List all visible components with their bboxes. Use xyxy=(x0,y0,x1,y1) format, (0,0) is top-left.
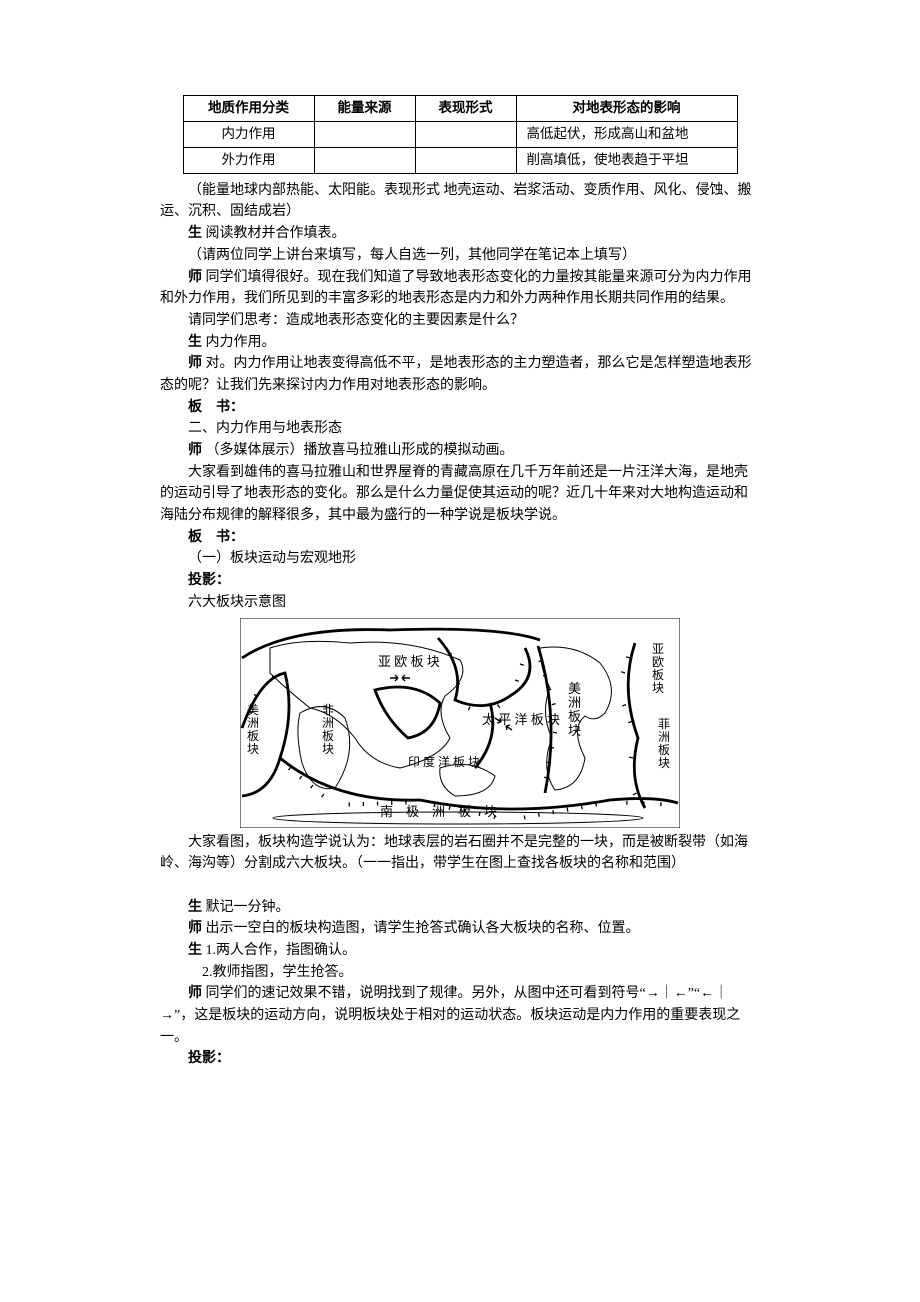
p-proj-text: 六大板块示意图 xyxy=(160,592,760,614)
th-energy: 能量来源 xyxy=(314,96,415,122)
cell: 外力作用 xyxy=(183,147,314,173)
geology-table: 地质作用分类 能量来源 表现形式 对地表形态的影响 内力作用 高低起伏，形成高山… xyxy=(183,95,738,174)
svg-text:板: 板 xyxy=(322,729,334,743)
p-teacher: 师 （多媒体展示）播放喜马拉雅山形成的模拟动画。 xyxy=(160,440,760,462)
plate-tectonics-figure: 亚 欧 板 块美洲板块亚欧板块太 平 洋 板 块菲洲板块非洲板块美洲板块印 度 … xyxy=(240,618,680,828)
label-teacher: 师 xyxy=(188,921,202,936)
p-teacher: 师 同学们填得很好。现在我们知道了导致地表形态变化的力量按其能量来源可分为内力作… xyxy=(160,267,760,310)
p-body: 2.教师指图，学生抢答。 xyxy=(160,962,760,984)
label-student: 生 xyxy=(188,900,202,915)
th-form: 表现形式 xyxy=(415,96,516,122)
svg-text:板: 板 xyxy=(568,709,581,724)
plate-map-svg: 亚 欧 板 块美洲板块亚欧板块太 平 洋 板 块菲洲板块非洲板块美洲板块印 度 … xyxy=(240,618,680,828)
p-note: （请两位同学上讲台来填写，每人自选一列，其他同学在笔记本上填写） xyxy=(160,245,760,267)
cell: 高低起伏，形成高山和盆地 xyxy=(516,121,737,147)
cell: 内力作用 xyxy=(183,121,314,147)
svg-text:美: 美 xyxy=(568,681,581,696)
p-teacher: 师 对。内力作用让地表变得高低不平，是地表形态的主力塑造者，那么它是怎样塑造地表… xyxy=(160,353,760,396)
label-teacher: 师 xyxy=(188,443,202,458)
svg-text:非: 非 xyxy=(322,703,334,717)
label-teacher: 师 xyxy=(188,356,202,371)
svg-text:美: 美 xyxy=(247,703,259,717)
cell xyxy=(314,121,415,147)
svg-text:亚: 亚 xyxy=(652,642,664,656)
table-row: 外力作用 削高填低，使地表趋于平坦 xyxy=(183,147,737,173)
svg-text:洲: 洲 xyxy=(247,716,259,730)
p-board-text: 二、内力作用与地表形态 xyxy=(160,418,760,440)
label-teacher: 师 xyxy=(188,270,202,285)
p-question: 请同学们思考：造成地表形态变化的主要因素是什么？ xyxy=(160,310,760,332)
table-row: 内力作用 高低起伏，形成高山和盆地 xyxy=(183,121,737,147)
p-after-fig: 大家看图，板块构造学说认为：地球表层的岩石圈并不是完整的一块，而是被断裂带（如海… xyxy=(160,832,760,875)
label-student: 生 xyxy=(188,335,202,350)
p-board-text: （一）板块运动与宏观地形 xyxy=(160,548,760,570)
table-annotation: （能量地球内部热能、太阳能。表现形式 地壳运动、岩浆活动、变质作用、风化、侵蚀、… xyxy=(160,180,760,223)
th-type: 地质作用分类 xyxy=(183,96,314,122)
p-student: 生 阅读教材并合作填表。 xyxy=(160,223,760,245)
svg-text:块: 块 xyxy=(247,742,259,756)
svg-text:块: 块 xyxy=(322,742,334,756)
p-student: 生 1.两人合作，指图确认。 xyxy=(160,940,760,962)
cell xyxy=(314,147,415,173)
label-student: 生 xyxy=(188,226,202,241)
svg-text:洲: 洲 xyxy=(658,730,670,744)
svg-text:欧: 欧 xyxy=(652,655,664,669)
label-teacher: 师 xyxy=(188,986,202,1001)
p-board-label: 板 书： xyxy=(160,527,760,549)
th-effect: 对地表形态的影响 xyxy=(516,96,737,122)
svg-text:板: 板 xyxy=(652,668,664,682)
svg-text:南 极 洲 板 块: 南 极 洲 板 块 xyxy=(380,804,497,819)
p-teacher: 师 同学们的速记效果不错，说明找到了规律。另外，从图中还可看到符号“→｜←”“←… xyxy=(160,983,760,1048)
label-projection: 投影： xyxy=(188,1051,230,1066)
p-student: 生 默记一分钟。 xyxy=(160,897,760,919)
svg-text:洲: 洲 xyxy=(322,716,334,730)
svg-text:块: 块 xyxy=(568,723,581,738)
svg-text:洲: 洲 xyxy=(568,695,581,710)
p-body: 大家看到雄伟的喜马拉雅山和世界屋脊的青藏高原在几千万年前还是一片汪洋大海，是地壳… xyxy=(160,462,760,527)
label-projection: 投影： xyxy=(188,573,230,588)
p-teacher: 师 出示一空白的板块构造图，请学生抢答式确认各大板块的名称、位置。 xyxy=(160,918,760,940)
svg-text:印 度 洋 板 块: 印 度 洋 板 块 xyxy=(408,754,480,769)
label-board: 板 书： xyxy=(188,400,244,415)
cell xyxy=(415,147,516,173)
p-proj-label: 投影： xyxy=(160,1048,760,1070)
p-board-label: 板 书： xyxy=(160,397,760,419)
svg-text:菲: 菲 xyxy=(658,717,670,731)
label-board: 板 书： xyxy=(188,530,244,545)
svg-text:块: 块 xyxy=(658,756,670,770)
svg-text:块: 块 xyxy=(652,681,664,695)
label-student: 生 xyxy=(188,943,202,958)
svg-text:亚 欧 板 块: 亚 欧 板 块 xyxy=(378,654,440,669)
p-proj-label: 投影： xyxy=(160,570,760,592)
cell xyxy=(415,121,516,147)
svg-text:板: 板 xyxy=(658,743,670,757)
svg-text:太 平 洋 板 块: 太 平 洋 板 块 xyxy=(482,712,560,727)
cell: 削高填低，使地表趋于平坦 xyxy=(516,147,737,173)
svg-text:板: 板 xyxy=(247,729,259,743)
p-student: 生 内力作用。 xyxy=(160,332,760,354)
